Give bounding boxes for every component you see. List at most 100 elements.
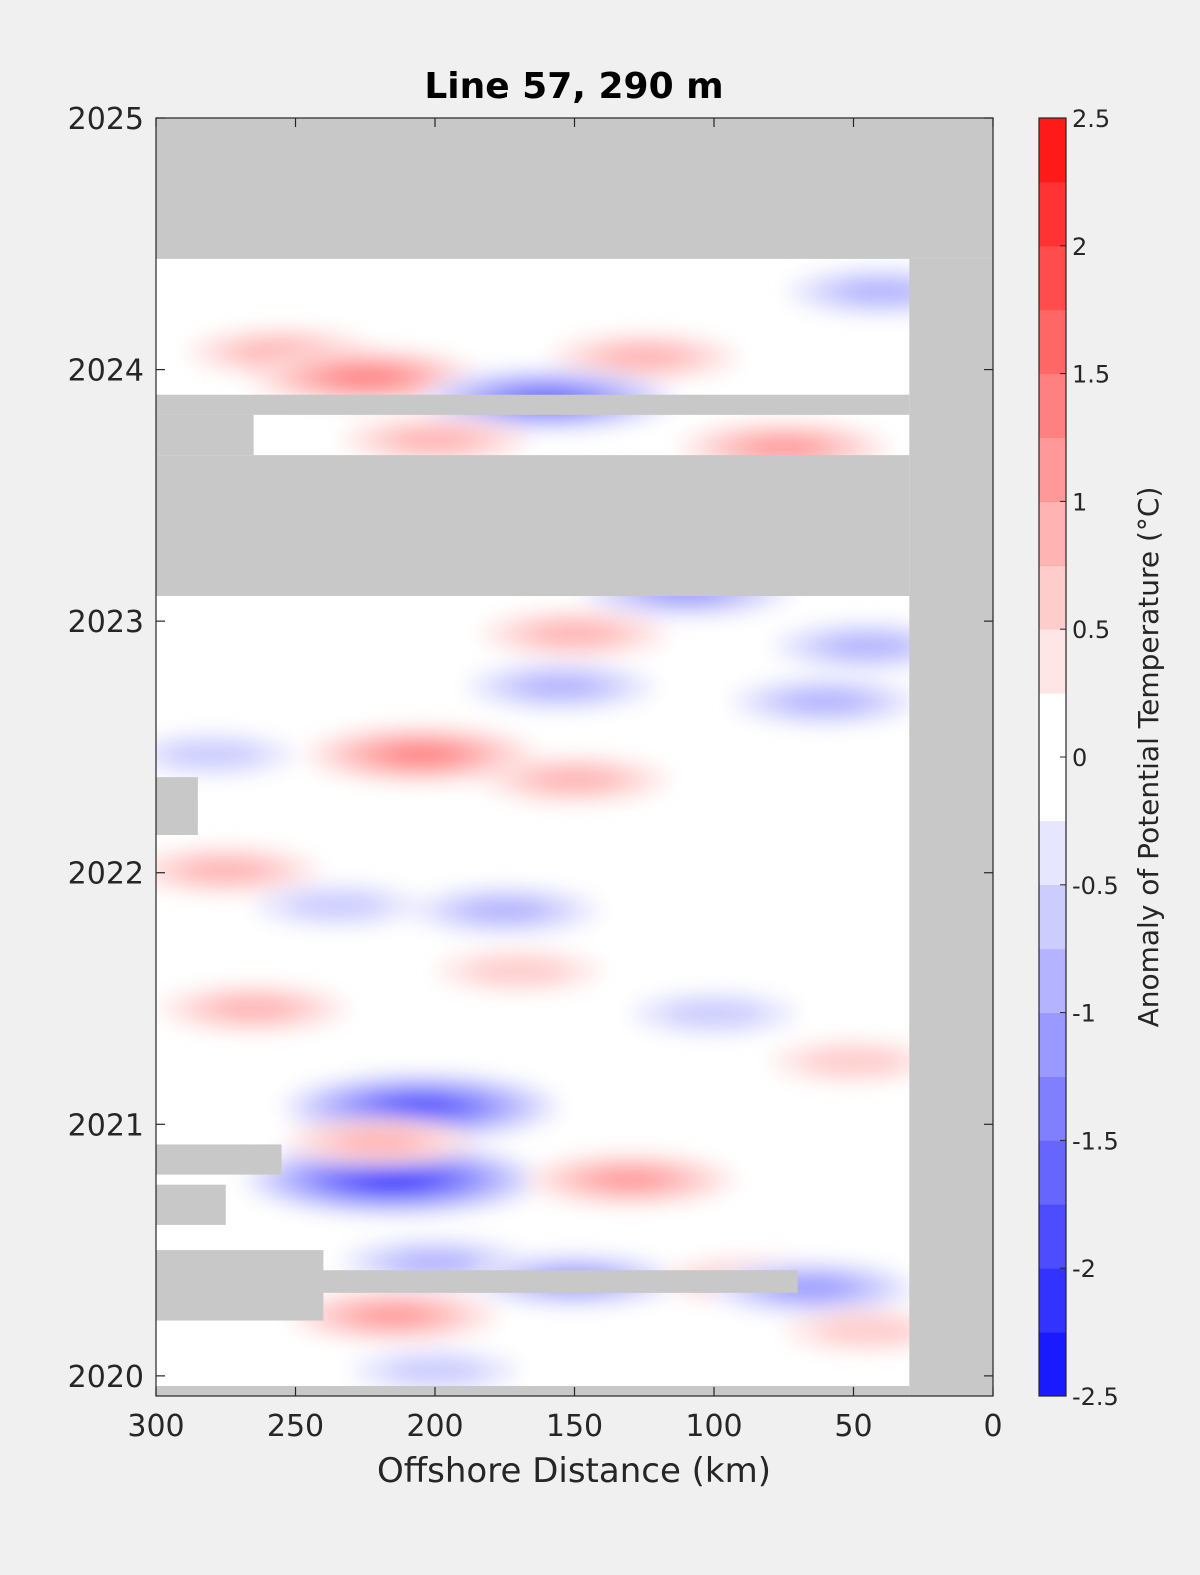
anomaly-band <box>332 368 399 386</box>
anomaly-feature <box>466 663 655 711</box>
x-tick-label: 50 <box>834 1409 872 1444</box>
anomaly-feature <box>525 1153 736 1206</box>
colorbar-bin <box>1039 884 1066 950</box>
anomaly-band <box>747 438 821 457</box>
anomaly-feature <box>631 992 797 1035</box>
x-axis: 300 250 200 150 100 50 0 <box>127 118 1003 1444</box>
anomaly-band <box>463 900 547 921</box>
no-data-region <box>156 118 993 259</box>
y-tick-label: 2022 <box>68 857 144 892</box>
anomaly-feature <box>243 1143 544 1216</box>
anomaly-feature <box>254 884 420 927</box>
anomaly-band <box>393 429 477 451</box>
colorbar-bin <box>1039 245 1066 311</box>
anomaly-feature <box>341 416 529 464</box>
y-tick-label: 2023 <box>68 605 144 640</box>
colorbar-bin <box>1039 1076 1066 1141</box>
anomaly-feature <box>156 846 320 894</box>
colorbar-tick-label: -1.5 <box>1072 1127 1119 1155</box>
anomaly-band <box>211 998 296 1020</box>
colorbar-tick-label: 2.5 <box>1072 105 1110 133</box>
anomaly-band <box>391 1099 451 1114</box>
no-data-region <box>156 455 910 596</box>
x-tick-label: 150 <box>546 1409 603 1444</box>
colorbar-tick-label: 0.5 <box>1072 616 1110 644</box>
colorbar-bin <box>1039 501 1066 566</box>
anomaly-band <box>184 859 268 881</box>
no-data-region <box>156 1385 910 1396</box>
anomaly-band <box>384 1357 486 1384</box>
colorbar-bin <box>1039 1268 1066 1333</box>
colorbar-bin <box>1039 757 1066 822</box>
y-axis: 2020 2021 2022 2023 2024 2025 <box>68 102 993 1395</box>
anomaly-band <box>467 957 570 984</box>
colorbar-bin <box>1039 437 1066 502</box>
y-tick-label: 2024 <box>68 354 144 389</box>
colorbar-bin <box>1039 1204 1066 1269</box>
anomaly-band <box>337 1131 421 1153</box>
anomaly-band <box>825 635 910 657</box>
anomaly-band <box>532 769 617 791</box>
anomaly-band <box>387 746 455 763</box>
x-tick-label: 100 <box>685 1409 742 1444</box>
colorbar-bin <box>1039 373 1066 438</box>
anomaly-band <box>365 1172 422 1187</box>
anomaly-band <box>783 691 868 713</box>
anomaly-band <box>286 892 389 919</box>
no-data-region <box>156 1250 324 1321</box>
anomaly-feature <box>249 348 482 406</box>
anomaly-feature <box>288 1289 499 1342</box>
anomaly-band <box>663 1000 765 1027</box>
x-tick-label: 250 <box>267 1409 324 1444</box>
colorbar-tick-label: 1 <box>1072 488 1087 516</box>
anomaly-feature <box>411 886 599 934</box>
colorbar: 2.5 2 1.5 1 0.5 0 -0.5 -1 -1.5 -2 -2.5 <box>1038 105 1119 1411</box>
colorbar-tick-label: 0 <box>1072 744 1087 772</box>
anomaly-feature <box>480 610 669 658</box>
colorbar-bin <box>1039 309 1066 375</box>
anomaly-field <box>156 268 976 1392</box>
no-data-region <box>156 777 198 835</box>
colorbar-bin <box>1039 693 1066 758</box>
colorbar-tick-label: -1 <box>1072 1000 1096 1028</box>
no-data-region <box>156 1144 282 1175</box>
colorbar-bin <box>1039 118 1066 183</box>
no-data-region <box>909 258 993 1396</box>
colorbar-bin <box>1039 820 1066 886</box>
colorbar-bin <box>1039 948 1066 1014</box>
anomaly-feature <box>156 733 295 776</box>
colorbar-bin <box>1039 629 1066 694</box>
anomaly-band <box>602 346 686 368</box>
anomaly-band <box>532 623 617 645</box>
no-data-mask <box>156 118 993 1396</box>
no-data-region <box>156 414 254 456</box>
colorbar-bin <box>1039 181 1066 247</box>
colorbar-bin <box>1039 1332 1066 1397</box>
x-tick-label: 300 <box>127 1409 184 1444</box>
y-tick-label: 2020 <box>68 1360 144 1395</box>
anomaly-feature <box>285 1118 473 1166</box>
y-tick-label: 2021 <box>68 1108 144 1143</box>
anomaly-feature <box>731 678 920 726</box>
anomaly-band <box>802 1048 905 1075</box>
no-data-region <box>156 394 910 415</box>
colorbar-bin <box>1039 565 1066 630</box>
y-tick-label: 2025 <box>68 102 144 137</box>
anomaly-band <box>518 676 603 698</box>
colorbar-tick-label: -2.5 <box>1072 1383 1119 1411</box>
colorbar-bin <box>1039 1012 1066 1077</box>
colorbar-bin <box>1039 1140 1066 1205</box>
anomaly-band <box>161 741 263 768</box>
anomaly-band <box>356 1306 430 1325</box>
anomaly-feature <box>352 1349 518 1392</box>
anomaly-band <box>839 281 924 303</box>
colorbar-tick-label: -0.5 <box>1072 872 1119 900</box>
anomaly-feature <box>480 756 669 804</box>
anomaly-feature <box>784 1309 950 1352</box>
anomaly-band <box>816 1317 919 1344</box>
colorbar-tick-label: 1.5 <box>1072 361 1110 389</box>
anomaly-feature <box>436 949 602 992</box>
anomaly-feature <box>304 725 538 783</box>
anomaly-feature <box>550 333 738 381</box>
anomaly-band <box>593 1170 667 1189</box>
